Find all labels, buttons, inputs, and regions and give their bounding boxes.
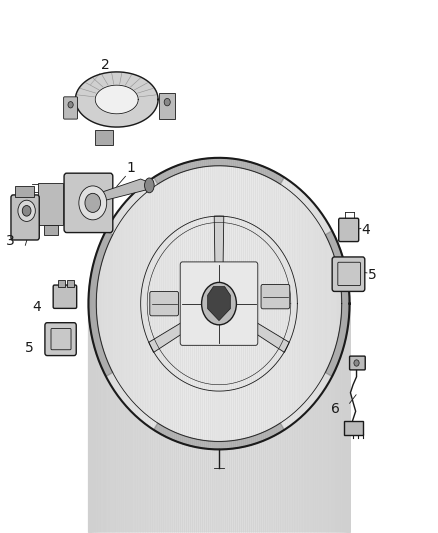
Circle shape <box>22 206 31 216</box>
Text: 4: 4 <box>362 223 371 237</box>
FancyBboxPatch shape <box>159 93 175 119</box>
Circle shape <box>354 360 359 366</box>
Polygon shape <box>214 216 224 282</box>
Polygon shape <box>154 423 284 449</box>
Text: 2: 2 <box>101 59 110 72</box>
FancyBboxPatch shape <box>344 421 363 435</box>
FancyBboxPatch shape <box>150 292 179 316</box>
FancyBboxPatch shape <box>350 356 365 370</box>
Polygon shape <box>95 85 138 114</box>
Text: 4: 4 <box>32 300 41 314</box>
FancyBboxPatch shape <box>58 280 65 287</box>
FancyBboxPatch shape <box>45 224 57 235</box>
FancyBboxPatch shape <box>95 130 113 145</box>
Circle shape <box>18 200 35 221</box>
Text: 3: 3 <box>6 234 14 248</box>
FancyBboxPatch shape <box>53 285 77 309</box>
FancyBboxPatch shape <box>67 280 74 287</box>
Polygon shape <box>102 179 147 201</box>
FancyBboxPatch shape <box>261 285 290 309</box>
FancyBboxPatch shape <box>15 187 34 197</box>
Circle shape <box>68 102 73 108</box>
Text: 5: 5 <box>368 268 377 282</box>
FancyBboxPatch shape <box>45 322 76 356</box>
Circle shape <box>79 186 107 220</box>
Text: 1: 1 <box>127 161 136 175</box>
Text: 5: 5 <box>25 341 34 355</box>
FancyBboxPatch shape <box>38 183 63 225</box>
Polygon shape <box>75 72 158 127</box>
Polygon shape <box>88 231 113 376</box>
Circle shape <box>201 282 237 325</box>
Polygon shape <box>325 231 350 376</box>
Text: 6: 6 <box>331 401 340 416</box>
Polygon shape <box>232 310 289 352</box>
Circle shape <box>85 193 101 213</box>
Polygon shape <box>154 158 284 184</box>
FancyBboxPatch shape <box>11 195 39 240</box>
FancyBboxPatch shape <box>64 173 113 232</box>
FancyBboxPatch shape <box>64 97 78 119</box>
FancyBboxPatch shape <box>180 262 258 345</box>
Circle shape <box>209 292 229 316</box>
FancyBboxPatch shape <box>332 257 365 292</box>
Polygon shape <box>208 287 230 320</box>
Polygon shape <box>149 310 206 352</box>
Circle shape <box>164 99 170 106</box>
Ellipse shape <box>145 178 154 193</box>
FancyBboxPatch shape <box>339 218 359 241</box>
